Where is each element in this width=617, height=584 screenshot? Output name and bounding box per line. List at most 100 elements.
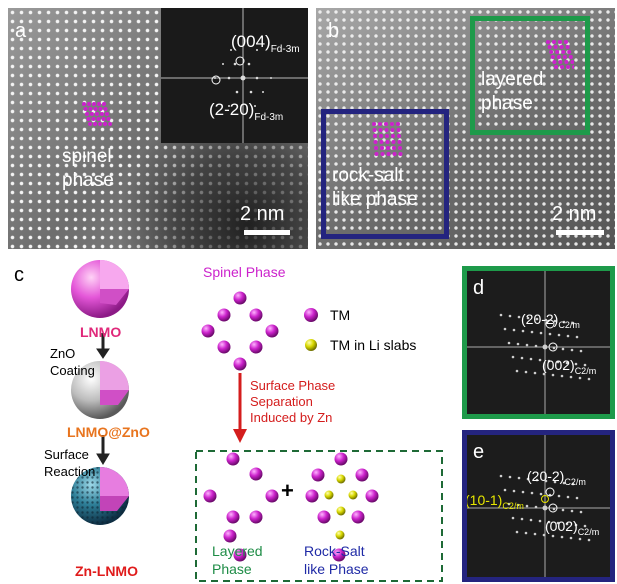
fft-spot xyxy=(526,477,530,481)
spinel-phase-title: Spinel Phase xyxy=(203,264,286,280)
atom-dot xyxy=(92,102,96,106)
rocksalt-atom-model-b xyxy=(372,122,403,156)
fft-spot xyxy=(547,520,551,524)
fft-spot xyxy=(516,342,520,346)
panel-e-label: e xyxy=(473,441,485,463)
spinel-atom-arrangement xyxy=(201,291,279,371)
atom-dot xyxy=(378,128,383,132)
fft-spot xyxy=(520,517,524,521)
process-arrow-2 xyxy=(96,435,110,465)
atom-dot xyxy=(101,117,106,121)
fft-spot xyxy=(521,490,525,494)
atom-dot xyxy=(570,60,574,64)
scale-bar-a xyxy=(244,230,290,235)
atom-dot xyxy=(556,55,561,59)
tm-atom xyxy=(217,308,231,322)
surface-reaction-label: Surface Reaction xyxy=(44,447,96,479)
tm-atom xyxy=(233,291,247,305)
atom-dot xyxy=(374,152,379,156)
tm-li-atom xyxy=(336,506,346,516)
tm-atom xyxy=(351,510,365,524)
lnmo-zno-sphere xyxy=(71,361,129,419)
fft-spot xyxy=(517,315,521,319)
fft-spot xyxy=(557,333,561,337)
atom-dot xyxy=(106,117,111,121)
atom-dot xyxy=(100,112,104,116)
scale-bar-label-a: 2 nm xyxy=(240,203,285,225)
fft-spot xyxy=(539,331,543,335)
fft-spot xyxy=(571,482,575,486)
fft-spot xyxy=(503,488,507,492)
fft-spot xyxy=(579,349,583,353)
fft-spot xyxy=(530,330,534,334)
fft-spot-label-004: (004)Fd-3m xyxy=(231,32,300,55)
fft-spot xyxy=(565,522,569,526)
atom-dot xyxy=(386,152,391,156)
fft-spot xyxy=(560,374,564,378)
atom-dot xyxy=(88,107,93,111)
atom-dot xyxy=(560,65,564,69)
zn-lnmo-sphere xyxy=(71,467,129,525)
tm-atom xyxy=(203,489,217,503)
fft-spot xyxy=(525,343,529,347)
fft-spot xyxy=(575,335,579,339)
atom-dot xyxy=(378,122,382,126)
tm-atom xyxy=(233,548,247,562)
lnmo-sphere xyxy=(71,260,129,318)
fft-spot xyxy=(542,533,546,537)
fft-spot xyxy=(539,492,543,496)
atom-dot xyxy=(91,117,96,121)
tm-atom xyxy=(365,489,379,503)
layered-atom-arrangement xyxy=(203,452,279,562)
atom-dot xyxy=(98,107,103,111)
atom-dot xyxy=(97,102,101,106)
panel-b-tem-image: b layered phase rock-salt like phase 2 nm xyxy=(316,8,615,249)
rocksalt-phase-label-c: Rock-Salt like Phase xyxy=(304,543,369,577)
fft-spot xyxy=(508,475,512,479)
zno-coating-label: ZnO Coating xyxy=(50,346,95,378)
layered-atom-model-b xyxy=(546,40,574,69)
layered-phase-label-c: Layered Phase xyxy=(212,543,263,577)
fft-pattern-e xyxy=(467,435,610,577)
tm-li-atom xyxy=(324,490,334,500)
fft-spot xyxy=(562,481,566,485)
atom-dot xyxy=(373,140,378,144)
atom-dot xyxy=(568,55,573,59)
lnmo-label: LNMO xyxy=(80,324,122,340)
layered-phase-label-b: layered phase xyxy=(481,69,544,114)
fft-spot xyxy=(556,360,560,364)
panel-c-label: c xyxy=(14,264,24,286)
atom-dot xyxy=(552,60,557,64)
atom-dot xyxy=(85,112,89,116)
zn-lnmo-label: Zn-LNMO xyxy=(75,563,138,579)
atom-dot xyxy=(386,146,390,150)
rocksalt-phase-label-b: rock-salt like phase xyxy=(332,165,418,210)
atom-dot xyxy=(373,134,377,138)
atom-dot xyxy=(547,45,552,49)
fft-spot xyxy=(533,532,537,536)
fft-e-spot-10-1-yellow: (10-1)C2/m xyxy=(465,492,524,511)
fft-spot xyxy=(525,504,529,508)
atom-dot xyxy=(546,40,550,44)
fft-spot xyxy=(551,373,555,377)
panel-e-fft: e (20-2)C2/m (10-1)C2/m (002)C2/m xyxy=(462,430,615,582)
fft-spot xyxy=(551,534,555,538)
atom-dot xyxy=(93,107,98,111)
panel-a-label: a xyxy=(15,20,27,42)
fft-spot xyxy=(511,355,515,359)
rocksalt-phase-frame xyxy=(321,109,449,239)
fft-spot xyxy=(548,332,552,336)
tm-atom xyxy=(226,452,240,466)
tm-atom xyxy=(311,468,325,482)
fft-spot xyxy=(553,480,557,484)
fft-spot xyxy=(574,362,578,366)
atom-dot xyxy=(398,152,403,156)
fft-spot xyxy=(578,537,582,541)
panel-c-schematic xyxy=(71,260,443,582)
phase-separation-label: Surface Phase Separation Induced by Zn xyxy=(250,378,336,425)
fft-spot xyxy=(512,328,516,332)
tm-atom xyxy=(305,489,319,503)
fft-spot xyxy=(534,505,538,509)
atom-dot xyxy=(384,128,389,132)
tm-atom xyxy=(249,340,263,354)
